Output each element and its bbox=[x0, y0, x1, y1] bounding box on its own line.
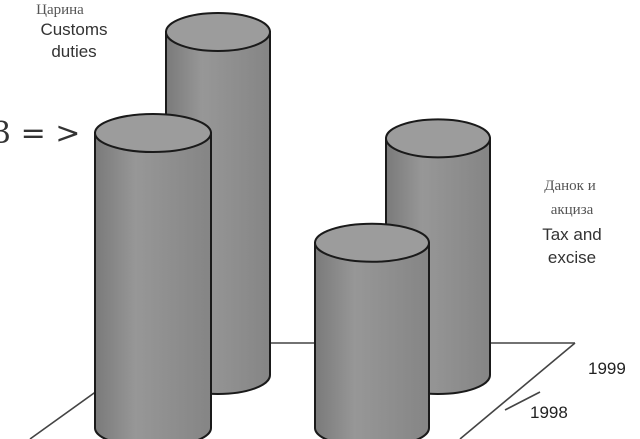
floor-right-edge bbox=[459, 342, 576, 439]
category-label-en-line1: Customs bbox=[40, 20, 107, 39]
bar-1998-category-1 bbox=[94, 113, 212, 439]
bar-body bbox=[94, 132, 212, 439]
depth-label-1999: 1999 bbox=[588, 359, 626, 378]
category-label-mk: Царина bbox=[36, 2, 84, 18]
bar-top bbox=[385, 118, 491, 159]
category-label-en-line1: Tax and bbox=[542, 225, 602, 244]
category-label-en-line2: duties bbox=[51, 42, 96, 61]
category-label-mk-line1: Данок и bbox=[544, 178, 595, 194]
bar-top bbox=[94, 113, 212, 154]
bar-top bbox=[165, 12, 271, 52]
category-label-en-line2: excise bbox=[548, 248, 596, 267]
depth-label-1998: 1998 bbox=[530, 403, 568, 422]
floor-depth-tick bbox=[504, 391, 541, 411]
bar-top bbox=[314, 222, 430, 263]
bar-1998-category-2 bbox=[314, 222, 430, 439]
prefix-arrow-text: 3 = > bbox=[0, 116, 80, 151]
bar-body bbox=[314, 241, 430, 439]
category-label-mk-line2: акциза bbox=[551, 202, 594, 218]
chart-bars bbox=[94, 12, 491, 439]
